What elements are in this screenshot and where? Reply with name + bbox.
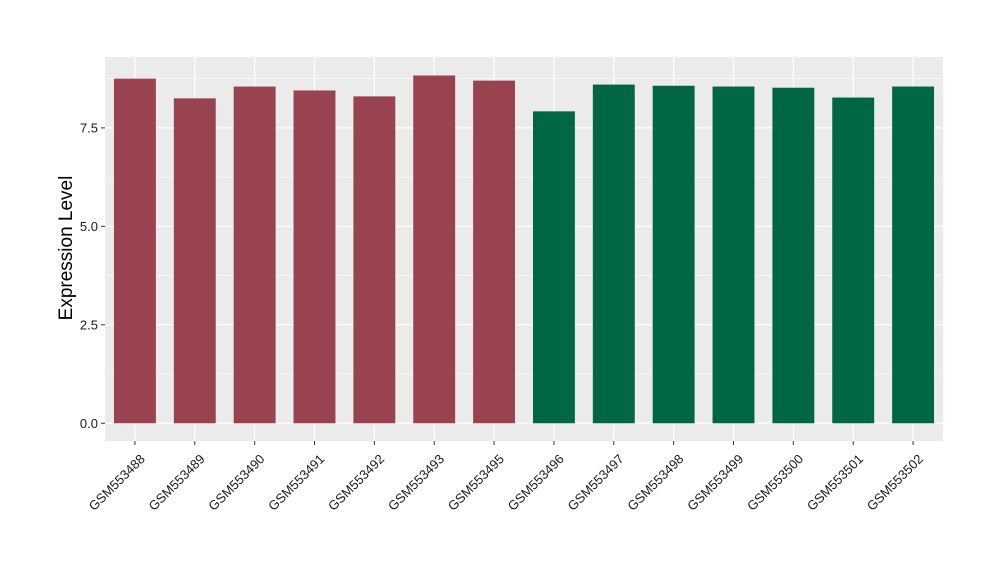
x-tick-label: GSM553500 [744,451,806,513]
x-tick-label: GSM553489 [145,451,207,513]
bar-GSM553490 [233,86,276,424]
x-tick-label: GSM553497 [564,451,626,513]
bar-GSM553491 [293,90,336,424]
x-tick-label: GSM553496 [505,451,567,513]
y-tick-label: 7.5 [80,120,98,135]
bars [113,75,935,424]
bar-GSM553492 [353,96,396,424]
bar-GSM553500 [772,87,815,424]
y-tick-label: 2.5 [80,317,98,332]
x-tick-label: GSM553502 [864,451,926,513]
y-axis: 0.0 2.5 5.0 7.5 [80,120,105,431]
bar-GSM553499 [712,86,755,424]
x-tick-label: GSM553501 [804,451,866,513]
x-tick-label: GSM553499 [684,451,746,513]
x-tick-label: GSM553491 [265,451,327,513]
x-tick-label: GSM553492 [325,451,387,513]
bar-GSM553497 [592,84,635,424]
x-tick-label: GSM553495 [445,451,507,513]
y-tick-label: 5.0 [80,219,98,234]
x-axis: GSM553488GSM553489GSM553490GSM553491GSM5… [86,441,926,514]
x-tick-label: GSM553498 [624,451,686,513]
plot-panel [105,57,943,441]
bar-GSM553496 [532,111,575,424]
bar-GSM553488 [113,78,156,424]
bar-GSM553495 [473,80,516,424]
y-axis-title: Expression Level [56,176,77,321]
bar-GSM553502 [892,86,935,424]
y-tick-label: 0.0 [80,416,98,431]
bar-GSM553501 [832,97,875,424]
x-tick-label: GSM553493 [385,451,447,513]
x-tick-label: GSM553490 [205,451,267,513]
bar-GSM553489 [173,98,216,424]
bar-GSM553493 [413,75,456,424]
bar-GSM553498 [652,85,695,424]
x-tick-label: GSM553488 [86,451,148,513]
